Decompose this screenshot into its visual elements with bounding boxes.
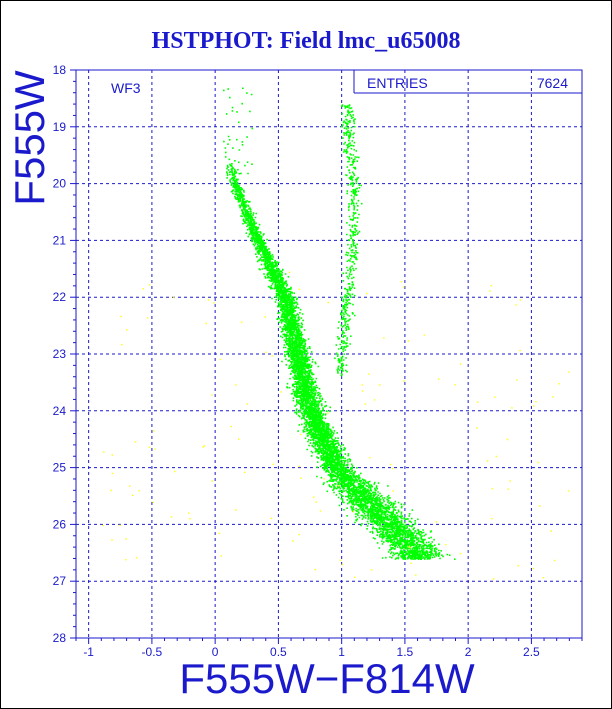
x-tick-label-2: 0 [212,645,219,659]
y-tick-label-1: 19 [53,120,67,134]
y-tick-label-4: 22 [53,290,67,304]
x-axis: -1 -0.5 0 0.5 1 1.5 2 2.5 [75,638,583,659]
y-tick-label-5: 23 [53,347,67,361]
field-label: WF3 [111,80,141,96]
y-tick-label-0: 18 [53,63,67,77]
chart-title: HSTPHOT: Field lmc_u65008 [152,28,461,54]
y-tick-label-7: 25 [53,461,67,475]
x-tick-label-6: 2 [465,645,472,659]
y-tick-label-6: 24 [53,404,67,418]
y-tick-label-2: 20 [53,177,67,191]
x-tick-label-5: 1.5 [397,645,414,659]
stats-entries-label: ENTRIES [367,75,428,91]
x-tick-label-3: 0.5 [270,645,287,659]
x-tick-label-4: 1 [338,645,345,659]
y-tick-label-3: 21 [53,233,67,247]
series-main-points [223,87,456,560]
x-tick-label-0: -1 [83,645,94,659]
y-tick-label-10: 28 [53,631,67,645]
y-tick-label-8: 26 [53,517,67,531]
x-axis-title: F555W−F814W [179,655,475,702]
y-tick-label-9: 27 [53,574,67,588]
grid-lines [76,70,582,638]
y-axis: 18 19 20 21 22 23 24 25 26 27 28 [53,63,76,645]
stats-entries-value: 7624 [537,75,568,91]
data-points [102,87,570,580]
stats-box: ENTRIES 7624 [353,70,582,94]
x-tick-label-7: 2.5 [523,645,540,659]
y-axis-title: F555W [6,70,53,206]
x-tick-label-1: -0.5 [142,645,163,659]
